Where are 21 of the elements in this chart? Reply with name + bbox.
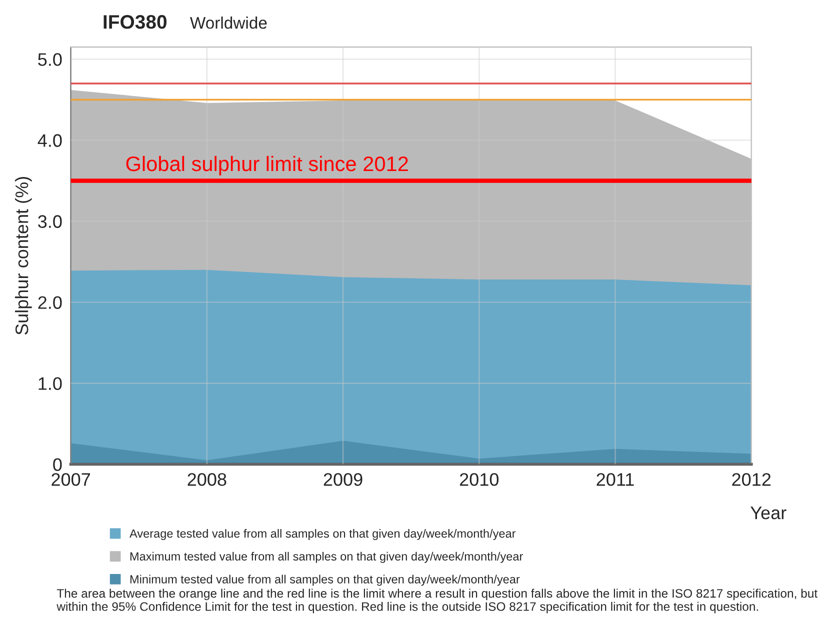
y-axis-title: Sulphur content (%) [14, 177, 32, 335]
legend-label: Minimum tested value from all samples on that given day/week/month/year [130, 574, 520, 586]
text: The area between the orange line and the red line is the limit where a result in question falls above the limit in the ISO 8217 specification, but within the 95% Confidence Limit for the test in question. Red line is the outside ISO 8217 specification limit for the test in question. [56, 588, 818, 614]
chart-subtitle: Worldwide [190, 16, 267, 29]
x-tick-label: 2012 [732, 473, 771, 486]
x-axis-title: Year [750, 506, 786, 520]
y-tick-label: 5.0 [38, 53, 62, 66]
legend-label: Maximum tested value from all samples on that given day/week/month/year [130, 552, 523, 563]
x-tick-label: 2008 [188, 473, 226, 486]
legend-label: Average tested value from all samples on that given day/week/month/year [130, 529, 516, 540]
y-tick-label: 0 [53, 458, 62, 471]
x-tick-label: 2011 [596, 473, 634, 486]
y-tick-label: 4.0 [38, 134, 62, 147]
y-tick-label: 1.0 [38, 377, 62, 390]
chart-title: IFO380 [104, 15, 167, 29]
y-tick-label: 3.0 [38, 215, 62, 228]
x-tick-label: 2009 [324, 473, 362, 486]
x-tick-label: 2007 [52, 473, 90, 486]
x-tick-label: 2010 [460, 473, 499, 486]
ref-line-label: Global sulphur limit since 2012 [126, 156, 408, 176]
y-tick-label: 2.0 [38, 296, 62, 309]
